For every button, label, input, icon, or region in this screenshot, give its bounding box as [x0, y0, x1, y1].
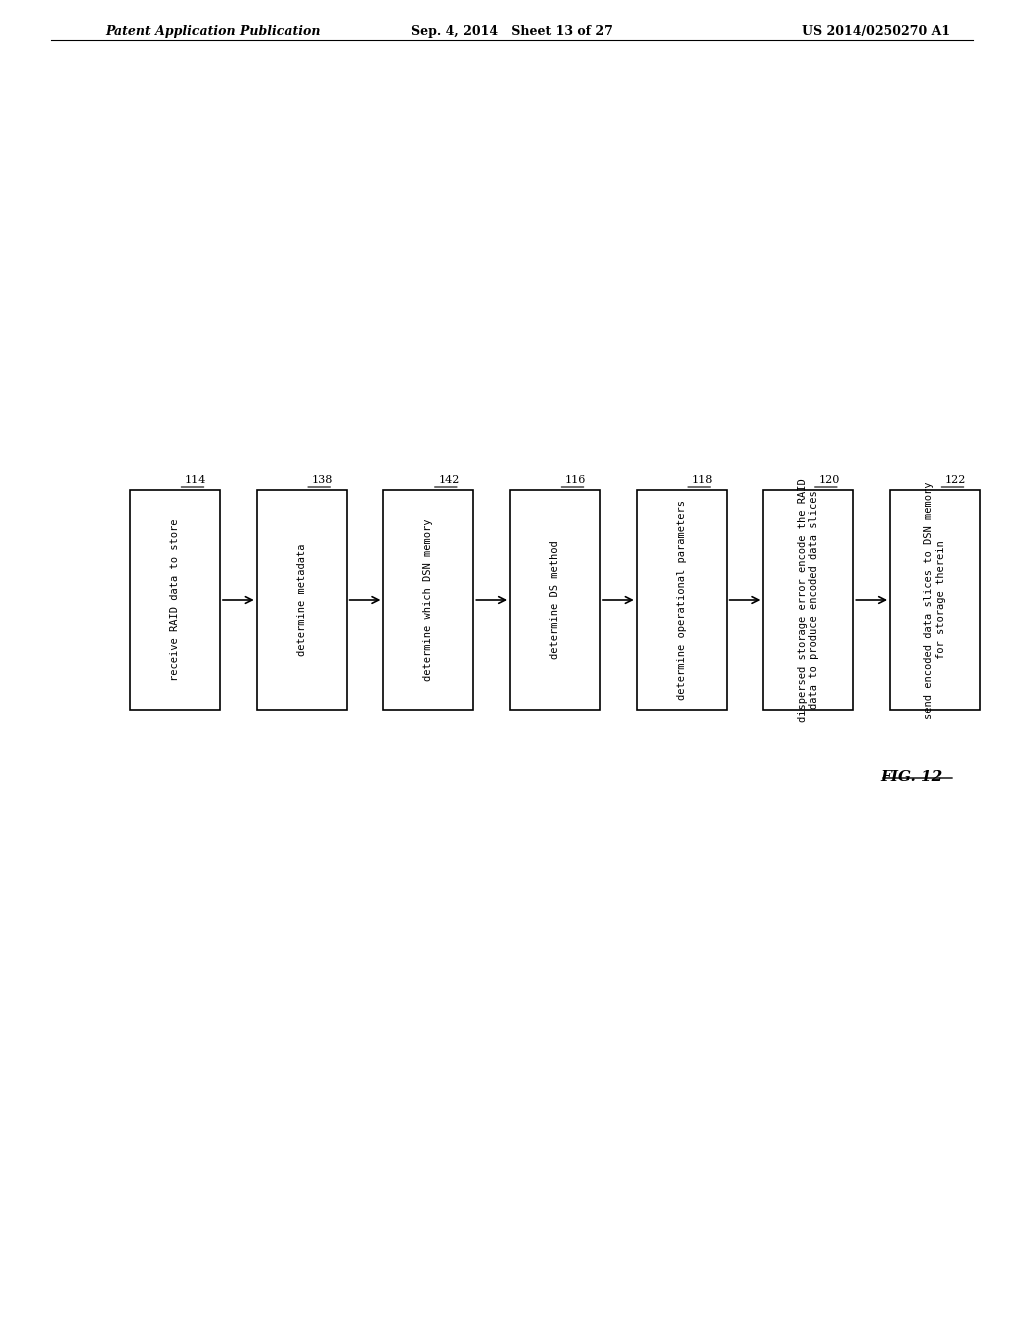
- Text: 116: 116: [565, 475, 587, 484]
- FancyBboxPatch shape: [763, 490, 853, 710]
- Text: determine which DSN memory: determine which DSN memory: [423, 519, 433, 681]
- FancyBboxPatch shape: [383, 490, 473, 710]
- FancyBboxPatch shape: [130, 490, 220, 710]
- Text: 122: 122: [945, 475, 967, 484]
- FancyBboxPatch shape: [510, 490, 600, 710]
- Text: determine DS method: determine DS method: [550, 541, 560, 660]
- Text: 118: 118: [692, 475, 713, 484]
- Text: determine metadata: determine metadata: [297, 544, 306, 656]
- Text: determine operational parameters: determine operational parameters: [677, 500, 687, 700]
- Text: US 2014/0250270 A1: US 2014/0250270 A1: [802, 25, 950, 38]
- Text: 138: 138: [311, 475, 333, 484]
- Text: Patent Application Publication: Patent Application Publication: [105, 25, 321, 38]
- Text: dispersed storage error encode the RAID
data to produce encoded data slices: dispersed storage error encode the RAID …: [798, 478, 819, 722]
- FancyBboxPatch shape: [890, 490, 980, 710]
- FancyBboxPatch shape: [637, 490, 727, 710]
- Text: 114: 114: [185, 475, 207, 484]
- Text: FIG. 12: FIG. 12: [880, 770, 942, 784]
- Text: 142: 142: [438, 475, 460, 484]
- FancyBboxPatch shape: [257, 490, 347, 710]
- Text: receive RAID data to store: receive RAID data to store: [170, 519, 180, 681]
- Text: Sep. 4, 2014   Sheet 13 of 27: Sep. 4, 2014 Sheet 13 of 27: [411, 25, 613, 38]
- Text: send encoded data slices to DSN memory
for storage therein: send encoded data slices to DSN memory f…: [925, 482, 946, 719]
- Text: 120: 120: [818, 475, 840, 484]
